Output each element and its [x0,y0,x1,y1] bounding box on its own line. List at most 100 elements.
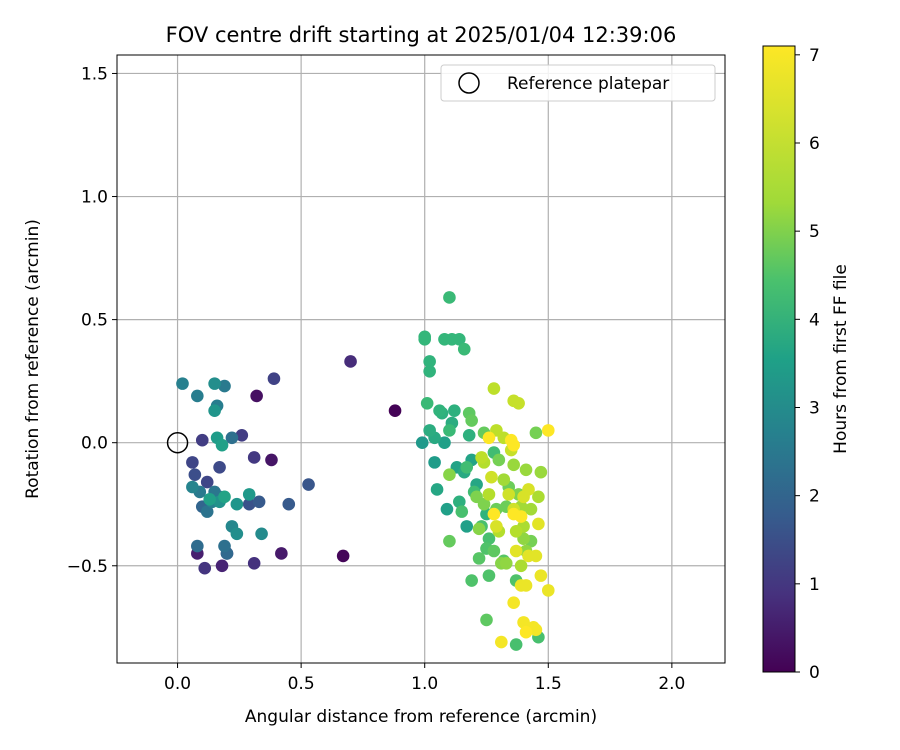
data-point [247,557,261,570]
data-point [448,404,461,417]
data-point [507,596,520,609]
data-point [534,465,548,479]
data-point [534,569,548,582]
data-point [198,561,212,575]
data-point [514,559,528,573]
data-point [213,461,226,474]
chart-title: FOV centre drift starting at 2025/01/04 … [166,23,677,47]
data-point [438,436,451,449]
data-point [522,549,535,563]
y-axis: −0.5 0.0 0.5 1.0 1.5 [67,64,117,577]
x-axis: 0.0 0.5 1.0 1.5 2.0 [164,663,685,694]
data-point [507,438,520,452]
data-point [215,438,229,452]
data-point [423,424,436,437]
reference-platepar-marker [166,431,189,454]
data-point [247,451,261,464]
data-point [482,431,496,445]
data-point [225,431,239,445]
data-point [529,426,543,440]
colorbar-label: Hours from first FF file [831,264,851,454]
data-point [420,397,434,410]
legend-box [440,64,716,102]
colorbar-tick-label: 3 [809,398,820,418]
data-point [497,473,511,486]
data-point [265,453,278,467]
colorbar-tick-label: 4 [809,310,820,330]
x-tick-label: 1.5 [535,674,562,694]
data-point [418,330,432,344]
data-point [252,495,266,509]
data-point [423,365,436,378]
data-point [443,291,456,304]
data-point [195,433,209,447]
y-tick-label: 0.5 [81,311,108,331]
data-point [208,377,221,390]
data-point [255,527,268,541]
data-point [230,497,244,511]
colorbar [762,45,796,673]
data-point [455,505,469,518]
data-point [482,532,496,545]
colorbar-tick-label: 5 [809,222,820,242]
colorbar-tick-label: 7 [809,46,820,66]
data-point [509,638,523,651]
data-point [200,475,214,489]
data-point [440,502,454,516]
data-point [250,389,263,403]
data-point [203,493,216,506]
data-point [482,569,496,582]
data-point [453,333,466,346]
data-point [485,470,498,484]
data-point [514,510,528,523]
data-point [517,616,530,629]
data-point [453,495,466,509]
data-point [235,429,249,442]
data-point [191,539,204,553]
x-tick-label: 0.0 [164,674,191,694]
data-point [519,579,533,592]
data-point [507,458,520,472]
data-point [487,544,501,558]
data-point [462,429,476,442]
data-point [430,483,444,496]
data-point [302,478,315,491]
data-point [186,456,199,469]
data-point [475,451,488,464]
data-point [388,404,402,417]
x-tick-label: 2.0 [658,674,685,694]
data-point [415,436,429,449]
data-point [532,490,545,504]
data-point [482,488,496,501]
colorbar-tick-label: 2 [809,487,820,507]
data-point [519,625,533,639]
data-point [519,463,533,477]
x-tick-label: 1.0 [411,674,438,694]
data-point [529,623,543,637]
colorbar-tick-label: 6 [809,134,820,154]
data-point [509,544,523,558]
data-point [512,397,525,410]
data-point [480,613,493,627]
data-point [423,355,436,368]
data-point [230,527,244,541]
legend-marker-icon [458,72,480,94]
y-tick-label: 0.0 [81,434,108,454]
data-point [470,490,483,504]
data-point [218,490,231,504]
data-point [275,547,288,560]
data-point [176,377,189,390]
y-tick-label: 1.5 [81,64,108,84]
data-point [532,517,545,531]
legend-label: Reference platepar [507,74,669,94]
data-point [186,480,199,494]
data-point [490,520,503,533]
colorbar-tick-label: 0 [809,663,820,683]
data-point [541,424,555,437]
data-point [208,404,221,417]
data-point [487,382,501,395]
data-point [218,539,231,553]
data-point [472,522,486,536]
data-point [465,574,478,587]
